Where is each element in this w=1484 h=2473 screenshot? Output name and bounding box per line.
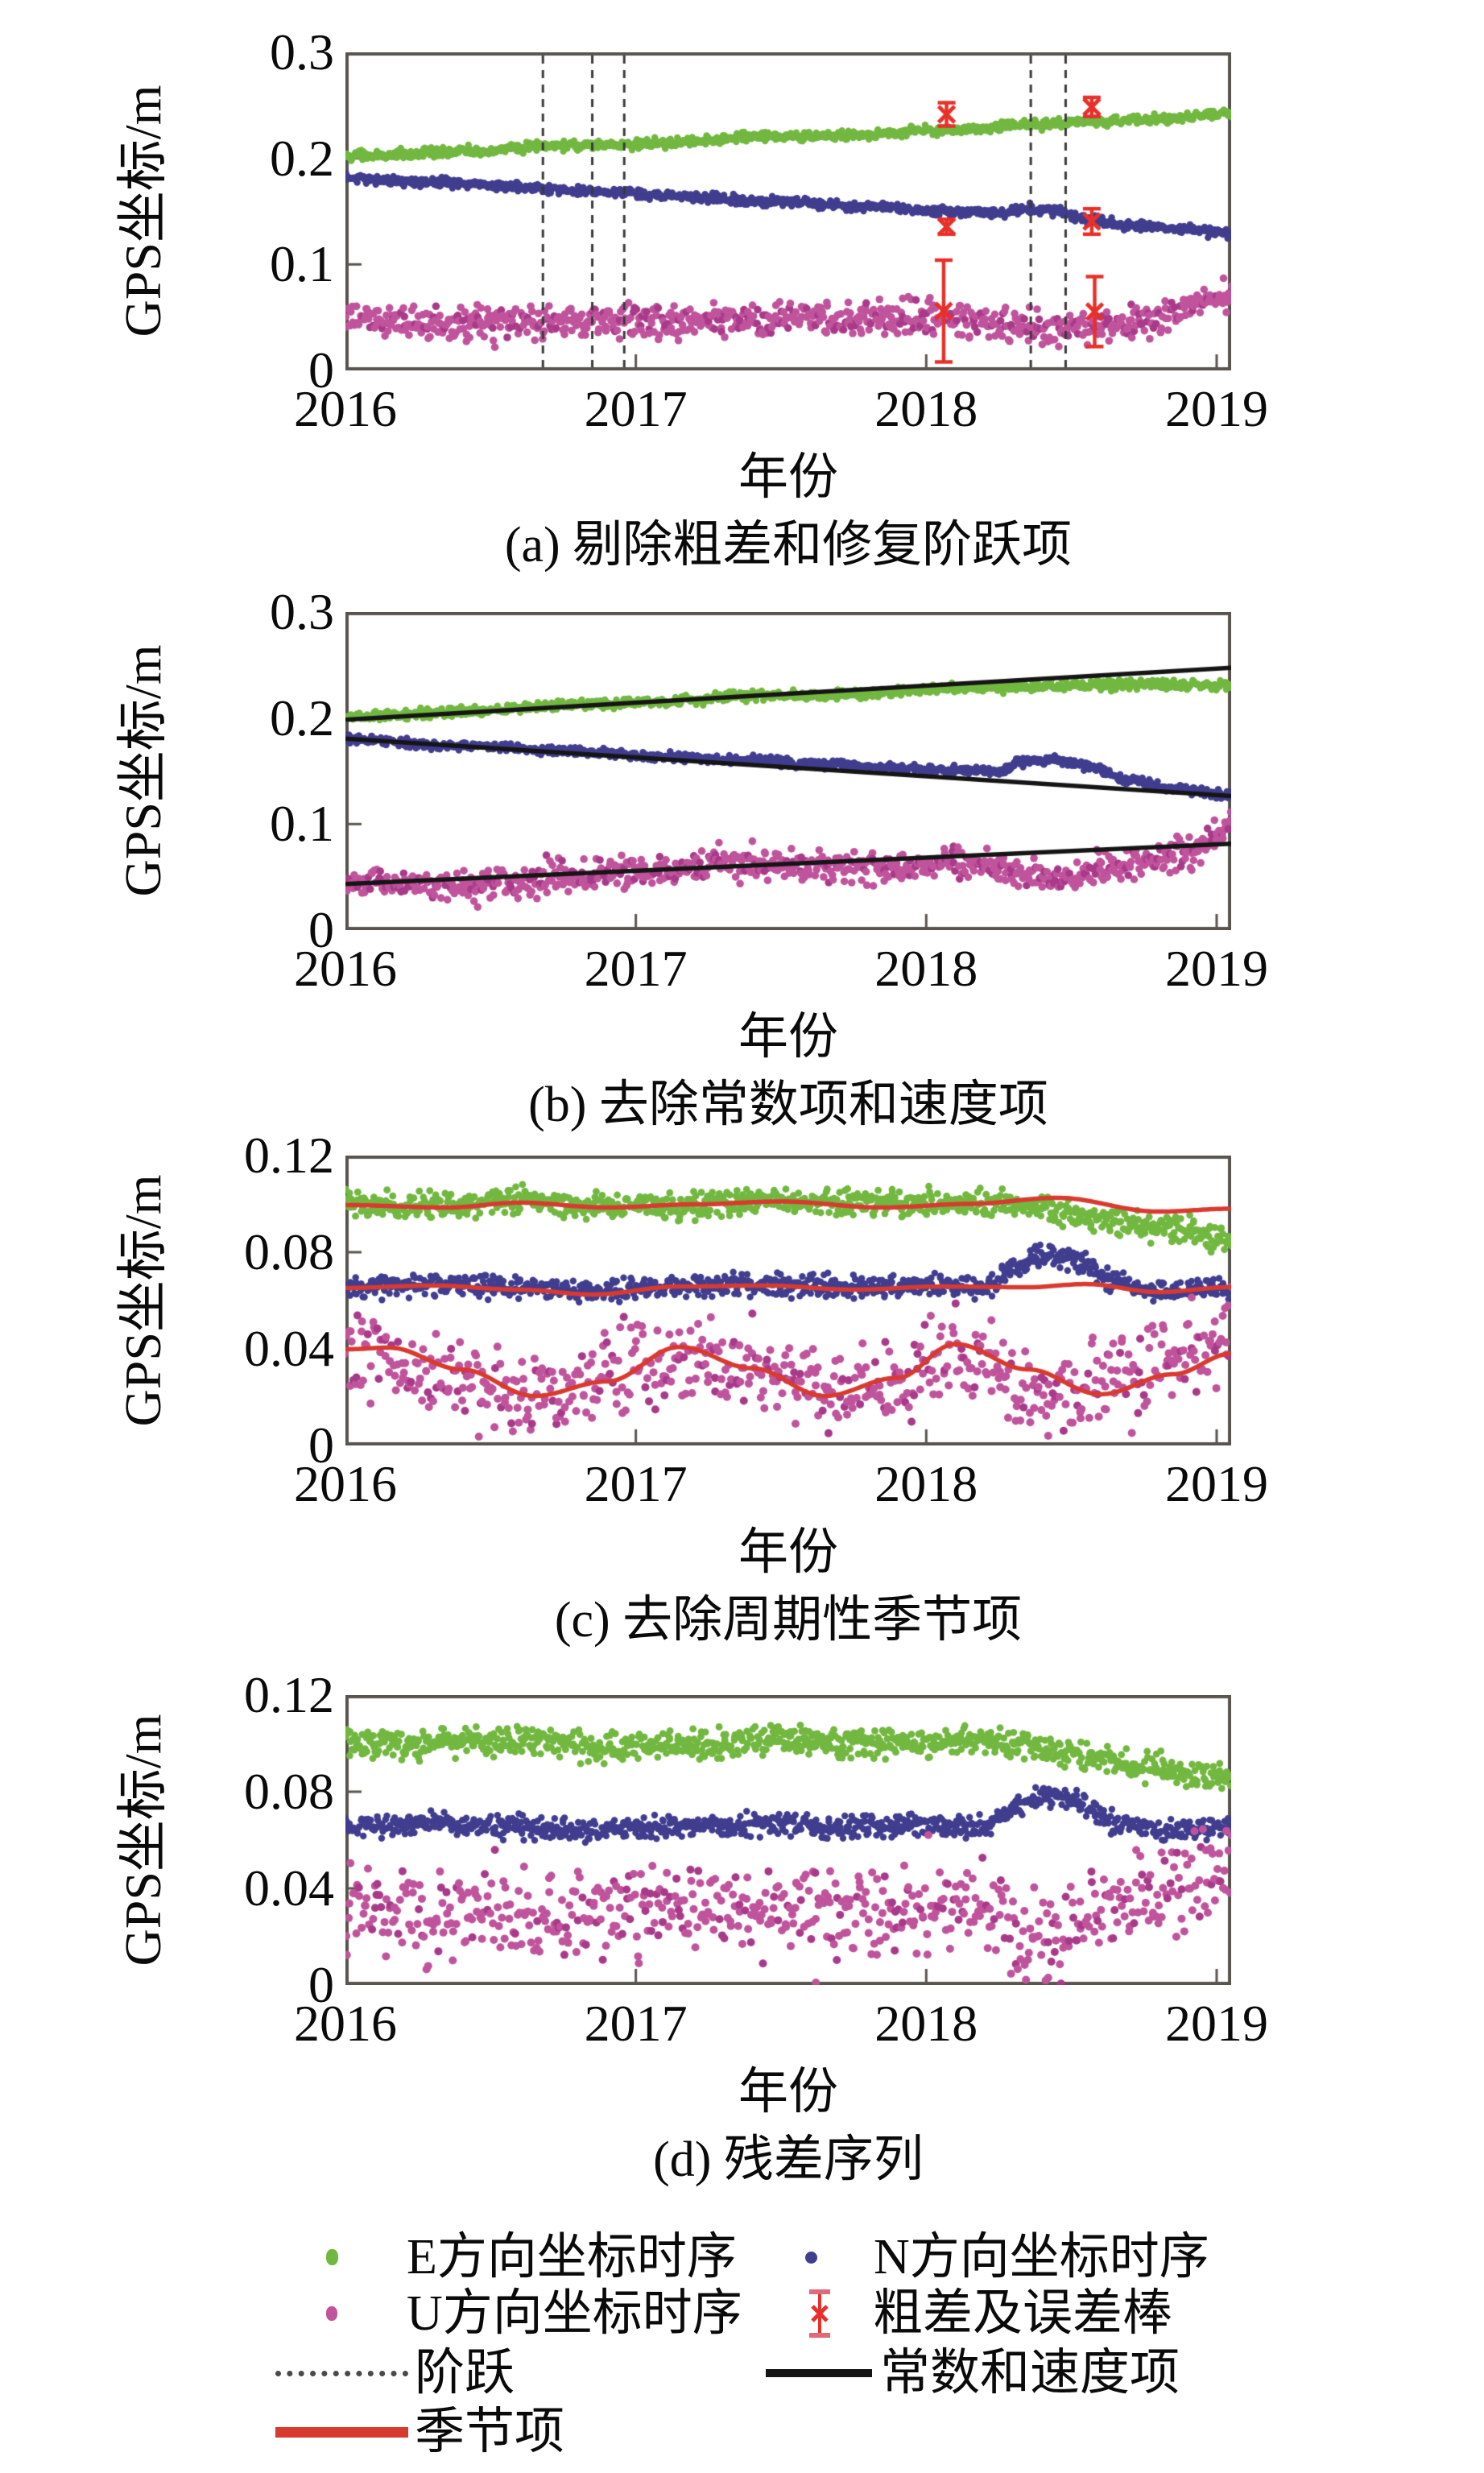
x-tick-label: 2017 — [584, 380, 688, 437]
y-tick-label: 0.04 — [244, 1859, 334, 1917]
subplot-d-y-axis-label: GPS坐标/m — [114, 1714, 172, 1966]
y-tick-label: 0.08 — [244, 1223, 334, 1280]
legend-item-jump: 阶跃 — [275, 2347, 515, 2400]
y-tick-label: 0.1 — [270, 795, 334, 853]
legend-item-u-series: U方向坐标时序 — [326, 2287, 742, 2340]
x-tick-label: 2019 — [1164, 1995, 1268, 2052]
x-tick-label: 2017 — [584, 940, 688, 997]
subplot-d-caption: (d) 残差序列 — [653, 2132, 924, 2187]
e-series-dot-icon — [326, 2249, 338, 2265]
legend-label: 常数和速度项 — [880, 2346, 1180, 2401]
x-tick-label: 2018 — [874, 1995, 978, 2052]
x-tick-label: 2018 — [874, 940, 978, 997]
y-tick-label: 0 — [308, 341, 334, 399]
x-tick-label: 2019 — [1164, 940, 1268, 997]
x-tick-label: 2019 — [1164, 380, 1268, 437]
seasonal-line-icon — [275, 2426, 408, 2438]
legend-label: 季节项 — [415, 2405, 565, 2459]
subplot-c-plot-canvas — [345, 1156, 1231, 1445]
x-tick-label: 2019 — [1164, 1455, 1268, 1512]
legend-item-outlier-errorbar: 粗差及误差棒 — [802, 2287, 1172, 2340]
constant-velocity-line-icon — [766, 2369, 872, 2377]
x-tick-label: 2018 — [874, 1455, 978, 1512]
x-tick-label: 2016 — [294, 940, 397, 997]
subplot-b-plot-canvas — [345, 612, 1231, 930]
u-series-dot-icon — [326, 2306, 337, 2321]
errorbar-icon — [809, 2289, 830, 2338]
legend-label: 阶跃 — [415, 2346, 515, 2401]
y-tick-label: 0.12 — [244, 1127, 334, 1184]
subplot-c-x-axis-label: 年份 — [738, 1525, 838, 1580]
y-tick-label: 0.1 — [270, 235, 334, 293]
x-tick-label: 2016 — [294, 1455, 397, 1512]
x-tick-label: 2018 — [874, 380, 978, 437]
y-tick-label: 0.04 — [244, 1320, 334, 1377]
subplot-a-caption: (a) 剔除粗差和修复阶跃项 — [504, 518, 1073, 573]
legend-item-constant-velocity: 常数和速度项 — [766, 2347, 1180, 2400]
x-tick-label: 2016 — [294, 380, 397, 437]
y-tick-label: 0 — [308, 901, 334, 958]
subplot-b-y-axis-label: GPS坐标/m — [114, 644, 172, 897]
y-tick-label: 0 — [308, 1416, 334, 1474]
n-series-dot-icon — [805, 2251, 817, 2264]
legend-item-n-series: N方向坐标时序 — [805, 2231, 1209, 2284]
legend-label: U方向坐标时序 — [407, 2286, 742, 2341]
subplot-c-caption: (c) 去除周期性季节项 — [554, 1593, 1023, 1648]
y-tick-label: 0.3 — [270, 23, 334, 81]
y-tick-label: 0.2 — [270, 129, 334, 187]
subplot-a-plot-canvas — [345, 52, 1231, 370]
jump-dashed-line-icon — [275, 2370, 408, 2376]
subplot-a-x-axis-label: 年份 — [738, 450, 838, 505]
subplot-b-caption: (b) 去除常数项和速度项 — [528, 1077, 1048, 1132]
y-tick-label: 0 — [308, 1956, 334, 2013]
x-tick-label: 2017 — [584, 1455, 688, 1512]
legend-item-seasonal: 季节项 — [275, 2405, 564, 2459]
subplot-c-y-axis-label: GPS坐标/m — [114, 1174, 172, 1427]
subplot-a-y-axis-label: GPS坐标/m — [114, 85, 172, 337]
x-tick-label: 2016 — [294, 1995, 397, 2052]
subplot-d-plot-canvas — [345, 1695, 1231, 1985]
y-tick-label: 0.2 — [270, 689, 334, 746]
legend-label: N方向坐标时序 — [874, 2230, 1209, 2285]
subplot-b-x-axis-label: 年份 — [738, 1010, 838, 1065]
y-tick-label: 0.12 — [244, 1666, 334, 1723]
subplot-d-x-axis-label: 年份 — [738, 2065, 838, 2119]
y-tick-label: 0.3 — [270, 583, 334, 640]
legend-item-e-series: E方向坐标时序 — [326, 2231, 737, 2284]
legend-label: 粗差及误差棒 — [873, 2286, 1173, 2341]
legend-label: E方向坐标时序 — [407, 2230, 737, 2285]
y-tick-label: 0.08 — [244, 1763, 334, 1820]
x-tick-label: 2017 — [584, 1995, 688, 2052]
